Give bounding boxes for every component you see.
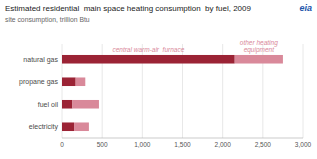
tick-label: 2,500 [255, 141, 272, 148]
annotation: central warm-air furnace [112, 46, 184, 53]
annotation: other heatingequipment [240, 39, 278, 54]
bar-segment [76, 77, 86, 86]
tick-label: 3,000 [295, 141, 312, 148]
chart: eia Estimated residential main space heat… [0, 0, 317, 159]
category-label: electricity [29, 123, 59, 131]
bar-segment [74, 122, 89, 131]
x-axis: 0 500 1,000 1,500 2,000 2,500 3,000 [60, 141, 311, 148]
tick-label: 2,000 [215, 141, 232, 148]
title: Estimated residential main space heating… [5, 4, 251, 13]
bars [62, 55, 283, 131]
tick-label: 1,500 [174, 141, 191, 148]
grid [62, 44, 303, 138]
category-label: propane gas [19, 78, 58, 86]
bar-segment [72, 100, 99, 109]
bar-segment [62, 55, 235, 64]
grid-line [303, 44, 304, 138]
tick-label: 1,000 [134, 141, 151, 148]
subtitle: site consumption, trillion Btu [5, 16, 90, 24]
axis-line [62, 138, 303, 139]
tick-label: 0 [60, 141, 64, 148]
y-axis: natural gas propane gas fuel oil electricit… [19, 56, 58, 131]
category-label: natural gas [23, 56, 58, 64]
bar-segment [235, 55, 283, 64]
bar-segment [62, 77, 76, 86]
bar-segment [62, 100, 72, 109]
logo: eia [299, 3, 312, 13]
tick-label: 500 [97, 141, 108, 148]
bar-segment [62, 122, 74, 131]
category-label: fuel oil [38, 101, 59, 108]
